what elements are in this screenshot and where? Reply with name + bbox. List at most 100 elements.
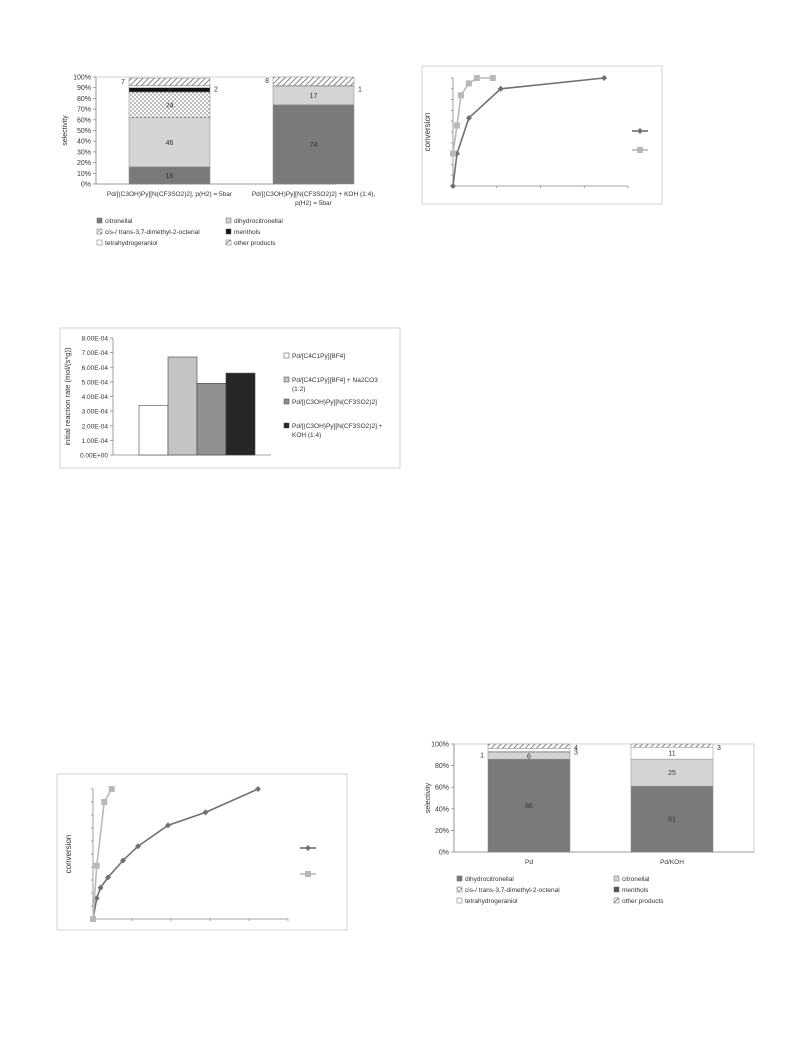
y-tick-label: 0% bbox=[439, 850, 449, 857]
bar-segment bbox=[487, 743, 571, 749]
y-axis-label: selectivity bbox=[425, 782, 432, 813]
legend-label: Pd/[C4C1Py][BF4] + Na2CO3 bbox=[292, 377, 378, 384]
x-tick-label: Pd/[(C3OH)Py][N(CF3SO2)2], p(H2) = 5bar bbox=[107, 191, 233, 198]
legend-label: cis-/ trans-3,7-dimethyl-2-octenal bbox=[465, 887, 560, 894]
data-point bbox=[473, 75, 480, 81]
legend-marker bbox=[637, 128, 643, 134]
data-label: 3 bbox=[574, 749, 578, 756]
legend-label: other products bbox=[234, 240, 276, 247]
legend-swatch bbox=[225, 239, 232, 246]
legend-label: tetrahydrogeraniol bbox=[465, 898, 518, 905]
chart-frame bbox=[421, 65, 663, 205]
legend-label: other products bbox=[622, 898, 664, 905]
legend-swatch bbox=[283, 422, 290, 429]
data-point bbox=[450, 150, 456, 157]
data-label: 11 bbox=[668, 751, 675, 758]
y-tick-label: 0.00E+00 bbox=[80, 453, 108, 460]
x-tick-label: Pd/KOH bbox=[660, 859, 684, 866]
y-tick-label: 60% bbox=[77, 117, 91, 124]
data-label: 1 bbox=[358, 87, 362, 94]
legend-swatch bbox=[456, 875, 463, 882]
bar-segment bbox=[630, 758, 714, 787]
data-label: 74 bbox=[310, 142, 318, 149]
bar-segment bbox=[487, 751, 571, 753]
legend-swatch bbox=[613, 897, 620, 904]
bar-segment bbox=[128, 117, 211, 168]
legend-swatch bbox=[96, 217, 103, 224]
bar-segment bbox=[487, 752, 571, 760]
data-point bbox=[465, 80, 472, 87]
y-axis-label: conversion bbox=[423, 113, 432, 152]
data-point bbox=[101, 799, 108, 805]
data-label: 25 bbox=[668, 770, 676, 777]
legend-label: citronellal bbox=[105, 218, 133, 225]
series-line bbox=[452, 77, 493, 154]
bar-segment bbox=[272, 85, 355, 87]
y-tick-label: 2.00E-04 bbox=[82, 423, 109, 430]
bar-segment bbox=[630, 785, 714, 853]
x-tick-label: Pd bbox=[525, 859, 533, 866]
data-point bbox=[90, 916, 96, 922]
data-label: 7 bbox=[121, 79, 125, 86]
y-tick-label: 90% bbox=[77, 85, 91, 92]
legend-label: Pd/[(C3OH)Py][N(CF3SO2)2] + bbox=[292, 423, 383, 430]
y-tick-label: 60% bbox=[435, 785, 449, 792]
data-point bbox=[497, 85, 504, 92]
plot-frame bbox=[453, 743, 755, 853]
y-tick-label: 10% bbox=[77, 171, 91, 178]
y-axis-label: conversion bbox=[64, 835, 73, 874]
legend-label: menthols bbox=[234, 229, 261, 236]
data-label: 16 bbox=[166, 173, 174, 180]
data-point bbox=[135, 843, 141, 850]
chart-frame bbox=[56, 773, 348, 931]
legend-swatch bbox=[613, 886, 620, 893]
data-label: 4 bbox=[574, 745, 578, 752]
data-label: 61 bbox=[668, 817, 676, 824]
bar-segment bbox=[487, 748, 571, 752]
data-label: 24 bbox=[166, 102, 174, 109]
x-tick-label: p(H2) = 5bar bbox=[295, 200, 333, 207]
y-tick-label: 80% bbox=[435, 763, 449, 770]
y-tick-label: 6.00E-04 bbox=[82, 365, 109, 372]
legend-label: tetrahydrogeraniol bbox=[105, 240, 158, 247]
y-axis-label: selectivity bbox=[62, 115, 69, 146]
data-point bbox=[93, 862, 100, 869]
y-tick-label: 70% bbox=[77, 107, 91, 114]
y-tick-label: 80% bbox=[77, 96, 91, 103]
y-tick-label: 8.00E-04 bbox=[82, 336, 109, 343]
data-label: 6 bbox=[527, 753, 531, 760]
y-tick-label: 4.00E-04 bbox=[82, 394, 109, 401]
bar-segment bbox=[272, 76, 355, 86]
data-label: 86 bbox=[525, 803, 533, 810]
y-tick-label: 40% bbox=[435, 806, 449, 813]
legend-swatch bbox=[225, 217, 232, 224]
legend-label: menthols bbox=[622, 887, 649, 894]
y-tick-label: 100% bbox=[73, 75, 91, 82]
bar-segment bbox=[272, 104, 355, 185]
data-label: 3 bbox=[717, 745, 721, 752]
legend-swatch bbox=[225, 228, 232, 235]
data-point bbox=[465, 114, 472, 121]
bar-segment bbox=[630, 743, 714, 748]
data-label: 2 bbox=[214, 87, 218, 94]
legend-label: Pd/[(C3OH)Py][N(CF3SO2)2] bbox=[292, 399, 377, 406]
data-point bbox=[108, 786, 115, 792]
series-line bbox=[92, 788, 113, 920]
data-point bbox=[90, 916, 96, 922]
bar-segment bbox=[128, 91, 211, 118]
y-tick-label: 7.00E-04 bbox=[82, 350, 109, 357]
data-label: 46 bbox=[166, 140, 174, 147]
legend-swatch bbox=[456, 897, 463, 904]
y-tick-label: 5.00E-04 bbox=[82, 379, 109, 386]
legend-swatch bbox=[456, 886, 463, 893]
y-axis-label: initial reaction rate (mol/(s*g)) bbox=[63, 347, 72, 445]
y-tick-label: 20% bbox=[77, 160, 91, 167]
bar-segment bbox=[272, 86, 355, 106]
data-point bbox=[105, 874, 111, 881]
data-label: 1 bbox=[480, 753, 484, 760]
data-point bbox=[453, 122, 460, 129]
data-point bbox=[453, 150, 460, 157]
